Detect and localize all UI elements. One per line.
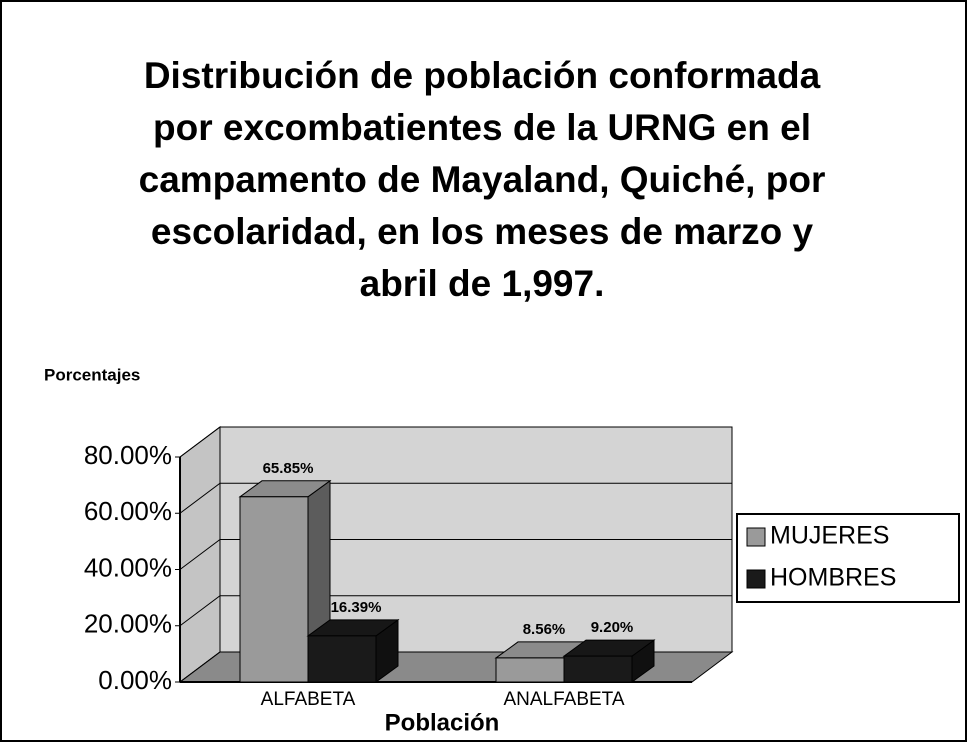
x-tick-label: ANALFABETA xyxy=(503,689,624,710)
grid-line xyxy=(179,539,732,570)
data-label: 9.20% xyxy=(591,619,634,636)
legend-label: HOMBRES xyxy=(770,564,896,592)
data-label: 16.39% xyxy=(331,599,382,616)
bar xyxy=(495,657,565,683)
y-tick-label: 80.00% xyxy=(84,440,172,470)
data-label: 8.56% xyxy=(523,621,566,638)
bar xyxy=(239,496,309,683)
y-tick-label: 40.00% xyxy=(84,552,172,582)
grid-line xyxy=(179,426,732,458)
legend-label: MUJERES xyxy=(770,522,889,550)
y-tick-label: 20.00% xyxy=(84,609,172,639)
grid-line xyxy=(179,482,732,514)
grid-line xyxy=(179,595,732,627)
data-label: 65.85% xyxy=(263,460,314,477)
y-axis-label: Porcentajes xyxy=(44,365,140,384)
bar xyxy=(307,635,377,683)
x-axis-label: Población xyxy=(385,709,500,736)
y-tick-label: 60.00% xyxy=(84,496,172,526)
x-tick-label: ALFABETA xyxy=(261,689,356,710)
y-tick-label: 0.00% xyxy=(98,665,172,695)
legend-swatch xyxy=(746,569,766,589)
legend-box xyxy=(736,513,960,603)
legend-swatch xyxy=(746,527,766,547)
bar xyxy=(563,655,633,683)
chart-title: Distribución de población conformada por… xyxy=(138,55,826,304)
